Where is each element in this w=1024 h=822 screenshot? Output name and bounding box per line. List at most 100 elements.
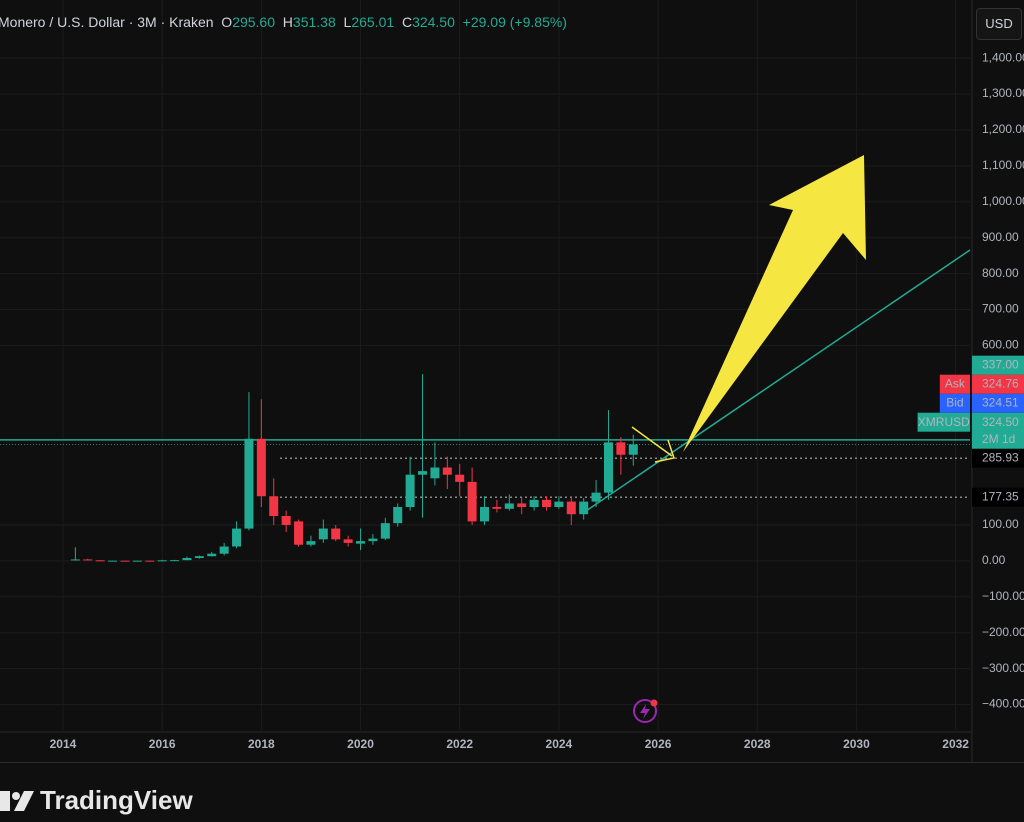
badge-value: 337.00 [982, 357, 1019, 371]
badge-value: 324.51 [982, 395, 1019, 409]
badge-value-bg [972, 374, 1024, 394]
symbol-legend: Monero / U.S. Dollar · 3M · Kraken O295.… [0, 14, 567, 30]
candle-body [504, 503, 514, 509]
ohlc-label: L [343, 14, 352, 30]
x-tick-label: 2018 [248, 737, 275, 751]
candle-body [356, 541, 366, 544]
y-tick-label: 1,400.00 [982, 50, 1024, 64]
y-tick-label: 1,100.00 [982, 158, 1024, 172]
price-badge: 337.00 [972, 355, 1024, 375]
candle-body [616, 442, 626, 455]
symbol: Monero / U.S. Dollar · 3M · Kraken [0, 14, 214, 30]
plot-background [0, 0, 1024, 762]
candle-body [157, 560, 167, 562]
chart: −400.00 −300.00 −200.00 −100.00 0.00 100.00 60… [0, 0, 1024, 762]
candle-body [380, 523, 390, 539]
y-tick-label: 600.00 [982, 338, 1019, 352]
logo-icon [0, 791, 34, 811]
y-tick-label: 1,200.00 [982, 122, 1024, 136]
candle-body [331, 528, 341, 540]
x-tick-label: 2014 [50, 737, 77, 751]
candle-body [393, 507, 403, 524]
badge-label: Bid [946, 395, 963, 409]
alert-dot [650, 699, 658, 707]
candle-body [182, 558, 192, 561]
candle-body [70, 559, 80, 561]
x-tick-label: 2024 [546, 737, 573, 751]
footer: TradingView [0, 762, 1024, 822]
badge-label-bg [917, 412, 970, 432]
badge-label: XMRUSD [918, 415, 970, 429]
candle-body [455, 474, 465, 482]
badge-countdown: 2M 1d [982, 432, 1015, 446]
candle-body [628, 444, 638, 455]
candle-body [108, 560, 118, 562]
candle-body [343, 539, 353, 543]
candle-body [132, 560, 142, 562]
candle-body [405, 474, 415, 508]
ohlc-value: 265.01 [351, 14, 395, 30]
x-tick-label: 2022 [446, 737, 473, 751]
y-tick-label: 1,300.00 [982, 86, 1024, 100]
badge-value-bg [972, 487, 1024, 507]
alert-icon [633, 699, 657, 723]
ohlc-value: 295.60 [232, 14, 276, 30]
candle-body [269, 496, 279, 516]
small-arrow [631, 426, 675, 463]
candle-body [170, 560, 180, 562]
badge-value: 177.35 [982, 489, 1019, 503]
candle-body [418, 471, 428, 475]
currency-button[interactable]: USD [976, 8, 1022, 40]
y-tick-label: 700.00 [982, 302, 1019, 316]
candle-body [145, 560, 155, 562]
candle-body [430, 467, 440, 479]
price-lines [0, 439, 970, 498]
ohlc-label: H [282, 14, 293, 30]
candle-body [541, 499, 551, 508]
candle-body [566, 501, 576, 515]
badge-value: 324.76 [982, 376, 1019, 390]
candle-body [579, 501, 589, 515]
candle-body [281, 515, 291, 525]
candle-body [83, 559, 93, 561]
y-tick-label: 800.00 [982, 266, 1019, 280]
candle-body [480, 507, 490, 522]
badge-value-bg [972, 393, 1024, 413]
x-tick-label: 2026 [645, 737, 672, 751]
badge-label-bg [939, 393, 970, 413]
ohlc-label: O [221, 14, 233, 30]
y-tick-label: −400.00 [982, 697, 1024, 711]
candle-body [256, 438, 266, 497]
x-tick-label: 2016 [149, 737, 176, 751]
badge-value: 285.93 [982, 450, 1019, 464]
badge-value: 324.50 [982, 415, 1019, 429]
candle-body [368, 538, 378, 542]
y-tick-label: 0.00 [982, 553, 1006, 567]
ohlc-label: C [401, 14, 413, 30]
badge-label-bg [939, 374, 970, 394]
x-tick-label: 2028 [744, 737, 771, 751]
brand: TradingView [40, 785, 193, 815]
candle-body [244, 438, 254, 529]
trend-line [582, 249, 971, 514]
badge-value-bg [972, 355, 1024, 375]
price-badge: 324.50 2M 1d XMRUSD [917, 412, 1024, 449]
big-arrow [683, 155, 866, 452]
y-tick-label: 1,000.00 [982, 194, 1024, 208]
y-tick-label: 100.00 [982, 517, 1019, 531]
candle-body [529, 499, 539, 508]
candle-body [219, 546, 229, 554]
candle-body [554, 501, 564, 508]
price-badge: 285.93 [972, 448, 1024, 468]
price-badge: 324.76 Ask [939, 374, 1024, 394]
candle-body [517, 503, 527, 508]
candle-body [294, 521, 304, 545]
candle-body [95, 560, 105, 562]
badge-label: Ask [945, 376, 966, 390]
y-tick-label: 900.00 [982, 230, 1019, 244]
candle-body [207, 553, 217, 557]
candle-body [318, 528, 328, 540]
ohlc-value: 324.50 [412, 14, 455, 30]
candle-body [603, 442, 613, 493]
